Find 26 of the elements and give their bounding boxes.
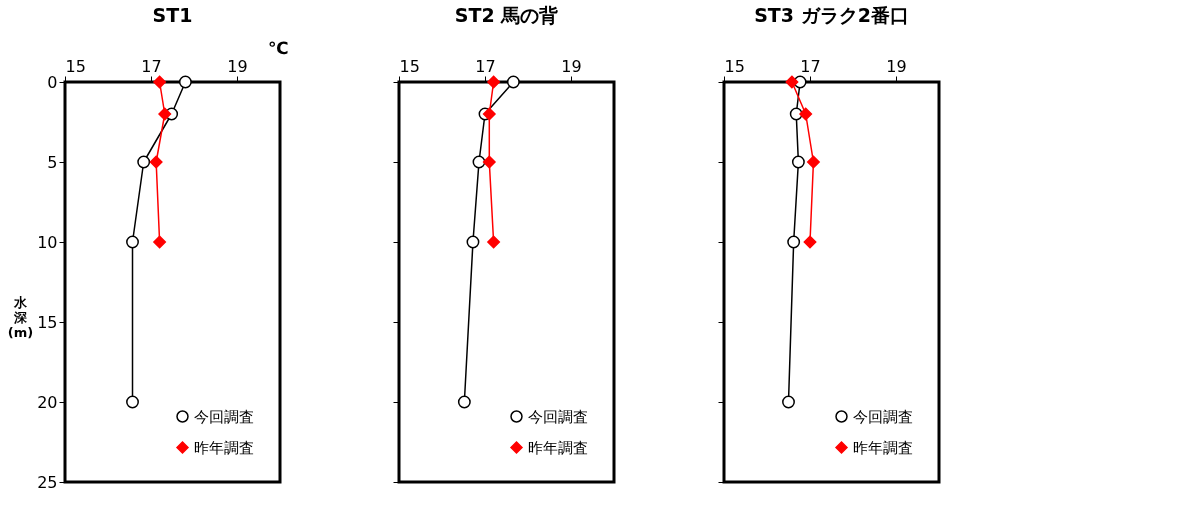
legend-label: 今回調査 [194,407,254,426]
x-tick-label: 15 [724,56,745,76]
x-tick-label: 19 [561,56,582,76]
y-tick-label: 10 [37,232,58,252]
legend-label: 昨年調査 [528,438,588,457]
legend-label: 昨年調査 [194,438,254,457]
y-tick-label: 20 [37,392,58,412]
y-axis-title: 水深(m) [7,294,34,340]
chart-title: ST3 ガラク2番口 [754,4,909,26]
legend-label: 昨年調査 [853,438,913,457]
legend-label: 今回調査 [528,407,588,426]
legend-label: 今回調査 [853,407,913,426]
x-axis-title: ℃ [268,38,289,58]
x-tick-label: 19 [886,56,907,76]
x-tick-label: 15 [399,56,420,76]
y-tick-label: 0 [47,72,58,92]
y-tick-label: 25 [37,472,58,492]
chart-title: ST1 [152,4,193,26]
chart-title: ST2 馬の背 [454,4,559,26]
x-tick-label: 17 [800,56,821,76]
x-tick-label: 15 [65,56,86,76]
y-tick-label: 15 [37,312,58,332]
x-tick-label: 17 [475,56,496,76]
y-tick-label: 5 [47,152,58,172]
x-tick-label: 19 [227,56,248,76]
x-tick-label: 17 [141,56,162,76]
